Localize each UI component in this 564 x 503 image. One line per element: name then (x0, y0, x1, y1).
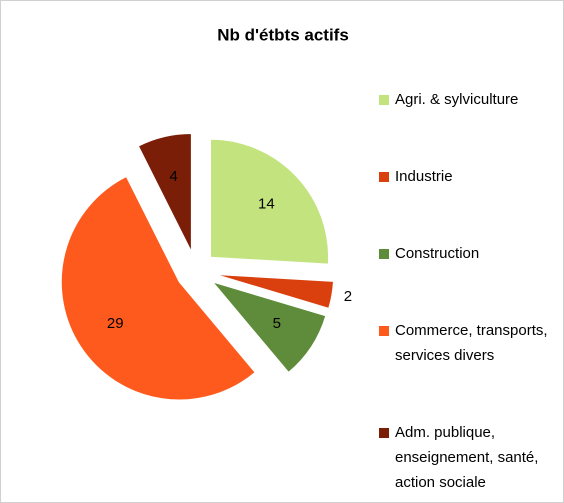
pie-slice (210, 138, 330, 265)
legend-item: Agri. & sylviculture (379, 87, 559, 112)
pie-slice (60, 175, 256, 401)
legend-swatch (379, 249, 389, 259)
legend-item: Adm. publique, enseignement, santé, acti… (379, 420, 559, 495)
legend: Agri. & sylviculture Industrie Constructio… (379, 87, 559, 495)
data-label: 5 (273, 315, 281, 332)
data-label: 4 (170, 168, 178, 185)
pie-slice (215, 273, 335, 309)
legend-item: Industrie (379, 164, 559, 189)
pie-slice (211, 281, 327, 374)
legend-item: Construction (379, 241, 559, 266)
pie-slice (137, 133, 192, 252)
legend-label: Adm. publique, enseignement, santé, acti… (395, 424, 539, 491)
legend-label: Construction (395, 245, 480, 262)
data-label: 29 (107, 315, 124, 332)
legend-swatch (379, 172, 389, 182)
legend-label: Agri. & sylviculture (395, 91, 519, 108)
legend-item: Commerce, transports, services divers (379, 318, 559, 368)
legend-label: Commerce, transports, services divers (395, 322, 548, 364)
legend-swatch (379, 95, 389, 105)
chart-title: Nb d'étbts actifs (217, 25, 349, 44)
data-label: 2 (344, 288, 352, 305)
legend-swatch (379, 428, 389, 438)
data-label: 14 (258, 196, 275, 213)
legend-swatch (379, 326, 389, 336)
legend-label: Industrie (395, 168, 453, 185)
